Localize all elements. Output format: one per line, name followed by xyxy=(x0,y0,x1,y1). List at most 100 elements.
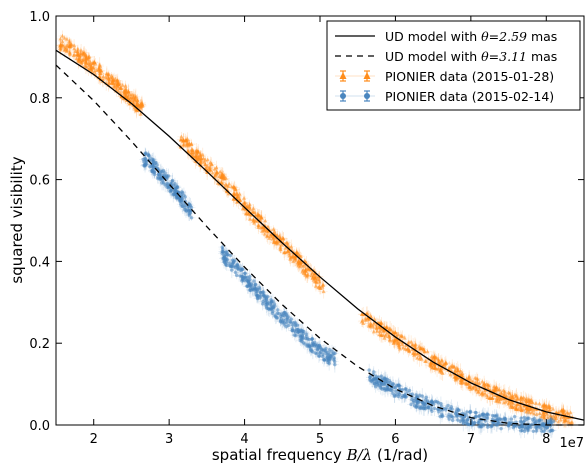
data-point-marker xyxy=(299,337,304,342)
data-point-marker xyxy=(255,289,259,293)
data-point-marker xyxy=(58,43,63,47)
data-point-marker xyxy=(181,142,186,147)
data-point-marker xyxy=(392,338,397,342)
data-point-marker xyxy=(123,93,128,98)
data-point-marker xyxy=(115,78,120,83)
data-point-marker xyxy=(288,257,293,261)
data-point-marker xyxy=(255,218,260,223)
data-point-marker xyxy=(212,166,217,171)
data-point-marker xyxy=(220,245,224,249)
data-point-marker xyxy=(185,136,190,141)
data-point-marker xyxy=(140,102,145,107)
data-point-marker xyxy=(531,429,536,433)
data-point-marker xyxy=(550,406,555,411)
data-point-marker xyxy=(224,250,228,254)
data-point-marker xyxy=(67,39,72,43)
data-point-marker xyxy=(374,326,379,331)
data-point-marker xyxy=(248,216,253,221)
data-point-marker xyxy=(165,181,170,186)
data-point-marker xyxy=(205,157,210,162)
data-point-marker xyxy=(198,159,203,164)
data-point-marker xyxy=(114,86,119,91)
data-point-marker xyxy=(227,181,232,186)
data-point-marker xyxy=(393,330,398,334)
data-point-marker xyxy=(247,279,251,283)
data-point-marker xyxy=(545,415,550,420)
data-point-marker xyxy=(282,250,287,255)
data-point-marker xyxy=(377,329,382,334)
data-point-marker xyxy=(385,324,390,329)
data-point-marker xyxy=(189,147,194,152)
data-point-marker xyxy=(240,206,245,211)
data-point-marker xyxy=(160,181,164,185)
data-point-marker xyxy=(179,134,184,139)
data-point-marker xyxy=(542,403,547,408)
data-point-marker xyxy=(387,335,392,339)
data-point-marker xyxy=(155,163,159,167)
data-point-marker xyxy=(313,283,318,288)
data-point-marker xyxy=(251,210,256,214)
data-point-marker xyxy=(401,345,406,350)
data-point-marker xyxy=(297,264,302,269)
data-point-marker xyxy=(519,395,524,400)
data-point-marker xyxy=(315,347,320,351)
data-point-marker xyxy=(235,273,239,278)
data-point-marker xyxy=(396,332,401,337)
data-point-marker xyxy=(432,362,437,367)
data-point-marker xyxy=(455,366,460,371)
data-point-marker xyxy=(256,225,261,230)
data-point-marker xyxy=(295,327,300,332)
data-point-marker xyxy=(83,53,88,58)
data-point-marker xyxy=(263,298,267,302)
data-point-marker xyxy=(312,275,317,280)
data-point-marker xyxy=(475,377,480,382)
data-point-marker xyxy=(278,244,283,249)
data-point-marker xyxy=(494,385,499,389)
data-point-marker xyxy=(97,62,102,67)
data-point-marker xyxy=(208,167,213,172)
data-point-marker xyxy=(197,156,202,160)
data-point-marker xyxy=(253,283,257,287)
data-point-marker xyxy=(256,294,261,298)
data-series-orange xyxy=(56,30,577,429)
data-point-marker xyxy=(144,158,149,163)
data-point-marker xyxy=(76,58,81,63)
data-point-marker xyxy=(537,401,542,406)
data-point-marker xyxy=(507,391,512,396)
data-point-marker xyxy=(112,77,117,82)
data-point-marker xyxy=(151,160,155,164)
data-point-marker xyxy=(397,339,402,344)
data-point-marker xyxy=(187,202,192,207)
data-point-marker xyxy=(293,254,298,259)
data-point-marker xyxy=(368,321,373,326)
data-point-marker xyxy=(230,268,234,272)
data-point-marker xyxy=(230,264,234,269)
data-point-marker xyxy=(156,172,161,176)
data-point-marker xyxy=(284,317,289,322)
data-point-marker xyxy=(152,172,157,177)
data-point-marker xyxy=(476,389,481,394)
data-point-marker xyxy=(410,342,415,347)
data-point-marker xyxy=(203,162,208,166)
data-point-marker xyxy=(222,260,226,264)
data-point-marker xyxy=(233,258,237,262)
data-point-marker xyxy=(527,400,532,405)
data-point-marker xyxy=(312,271,317,276)
data-point-marker xyxy=(295,261,300,266)
data-point-marker xyxy=(460,378,465,383)
data-point-marker xyxy=(387,337,392,341)
data-point-marker xyxy=(285,240,290,245)
data-point-marker xyxy=(502,391,507,396)
data-point-marker xyxy=(325,358,329,363)
data-point-marker xyxy=(446,403,450,408)
data-point-marker xyxy=(62,35,67,40)
data-point-marker xyxy=(473,375,478,380)
data-point-marker xyxy=(371,329,376,334)
data-point-marker xyxy=(118,86,123,90)
data-point-marker xyxy=(284,325,289,329)
data-point-marker xyxy=(497,387,502,392)
data-point-marker xyxy=(299,334,303,339)
data-point-marker xyxy=(76,52,81,57)
data-point-marker xyxy=(232,192,237,196)
data-point-marker xyxy=(432,366,437,370)
